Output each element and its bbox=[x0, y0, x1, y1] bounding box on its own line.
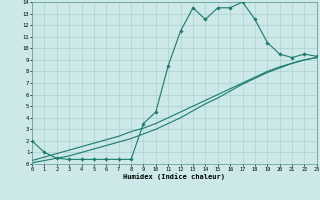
X-axis label: Humidex (Indice chaleur): Humidex (Indice chaleur) bbox=[124, 173, 225, 180]
